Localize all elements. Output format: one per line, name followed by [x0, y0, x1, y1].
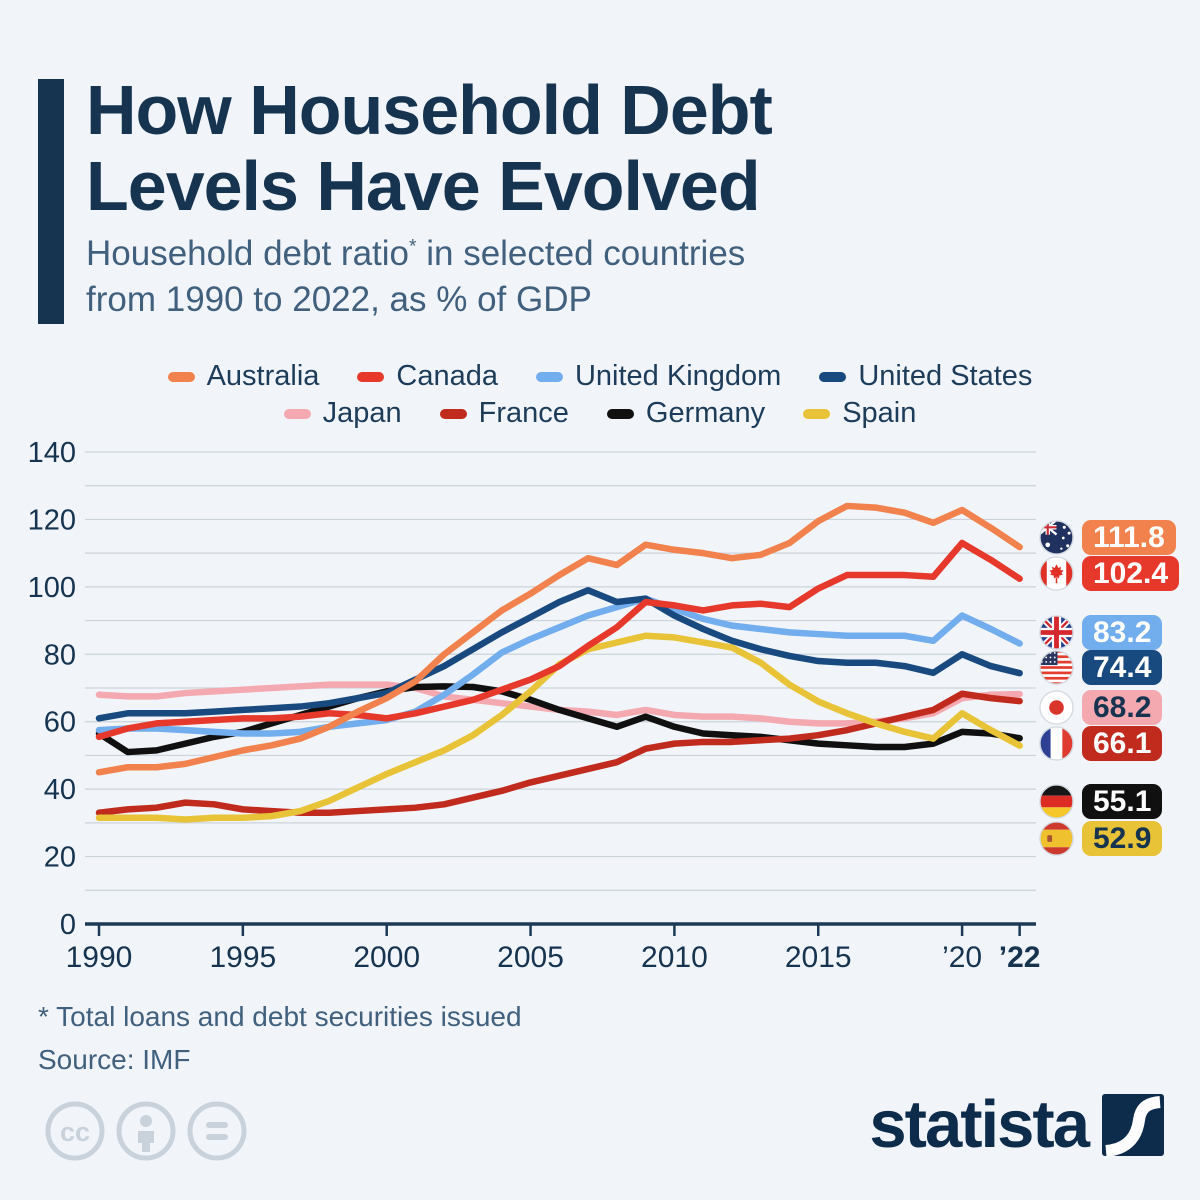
x-tick-label-2010: 2010 [641, 941, 708, 974]
end-label-france: 66.1 [1039, 725, 1163, 761]
spain-flag-icon [1039, 820, 1074, 856]
page-title: How Household Debt Levels Have Evolved [86, 71, 773, 226]
value-badge-germany: 55.1 [1082, 783, 1163, 819]
license-icons: cc [42, 1098, 282, 1169]
subtitle-line-2: from 1990 to 2022, as % of GDP [86, 280, 592, 320]
end-label-canada: 102.4 [1039, 555, 1180, 591]
end-label-uk: 83.2 [1039, 614, 1163, 650]
x-tick-label-2015: 2015 [785, 941, 852, 974]
legend-row-1: Australia Canada United Kingdom United Stat… [0, 358, 1200, 395]
line-france [95, 690, 1023, 816]
france-flag-icon [1039, 725, 1074, 761]
end-label-germany: 55.1 [1039, 783, 1163, 819]
x-tick-label-2000: 2000 [353, 941, 420, 974]
germany-flag-icon [1039, 783, 1074, 819]
legend-swatch-us [819, 371, 847, 382]
legend-label-canada: Canada [396, 360, 498, 392]
legend-label-japan: Japan [322, 397, 402, 429]
canada-flag-icon [1039, 555, 1074, 591]
legend-label-france: France [478, 397, 569, 429]
legend-label-us: United States [858, 360, 1033, 392]
legend-swatch-germany [606, 408, 634, 419]
y-tick-label-80: 80 [44, 639, 76, 671]
y-tick-label-140: 140 [28, 437, 76, 469]
legend-item-spain: Spain [803, 397, 916, 430]
series-lines [95, 502, 1023, 823]
line-australia [95, 502, 1023, 776]
line-canada [95, 539, 1023, 741]
end-label-us: 74.4 [1039, 649, 1163, 685]
legend-label-spain: Spain [842, 397, 917, 429]
y-tick-label-100: 100 [28, 572, 76, 604]
footnote-asterisk: * [409, 236, 417, 258]
y-axis: 0 20 40 60 80 100 120 140 [28, 437, 76, 941]
y-tick-label-40: 40 [44, 774, 76, 806]
x-tick-label-1995: 1995 [209, 941, 276, 974]
statista-wordmark: statista [869, 1087, 1090, 1162]
x-tick-label-2022: ’22 [999, 941, 1041, 974]
legend-swatch-uk [535, 371, 563, 382]
x-tick-label-2005: 2005 [497, 941, 564, 974]
japan-flag-icon [1039, 689, 1074, 725]
statista-logo: statista [869, 1087, 1164, 1162]
legend-row-2: Japan France Germany Spain [0, 395, 1200, 432]
line-us [95, 586, 1023, 722]
attribution-icon [116, 1101, 176, 1161]
y-tick-label-60: 60 [44, 707, 76, 739]
value-badge-uk: 83.2 [1082, 614, 1163, 650]
legend-swatch-japan [283, 408, 311, 419]
legend-item-australia: Australia [167, 360, 320, 393]
value-badge-spain: 52.9 [1082, 820, 1163, 856]
title-line-1: How Household Debt [86, 71, 773, 149]
legend-swatch-australia [167, 371, 195, 382]
legend-label-australia: Australia [206, 360, 320, 392]
line-germany [95, 683, 1023, 756]
uk-flag-icon [1039, 614, 1074, 650]
legend-label-uk: United Kingdom [574, 360, 782, 392]
source-label: Source: IMF [38, 1044, 191, 1075]
legend-item-uk: United Kingdom [535, 360, 782, 393]
legend-swatch-canada [357, 371, 385, 382]
y-tick-label-120: 120 [28, 504, 76, 536]
creative-commons-icon: cc [45, 1101, 105, 1161]
x-tick-label-1990: 1990 [66, 941, 133, 974]
line-uk [95, 595, 1023, 737]
equal-icon [187, 1101, 247, 1161]
x-axis: 1990 1995 2000 2005 2010 2015 ’20 ’22 [66, 922, 1041, 974]
legend-swatch-france [439, 408, 467, 419]
legend-item-germany: Germany [606, 397, 766, 430]
legend-item-japan: Japan [283, 397, 402, 430]
australia-flag-icon [1039, 519, 1074, 555]
y-tick-label-0: 0 [60, 909, 76, 941]
legend-label-germany: Germany [645, 397, 766, 429]
title-accent-bar [38, 79, 64, 324]
svg-text:cc: cc [60, 1117, 90, 1147]
value-badge-france: 66.1 [1082, 725, 1163, 761]
end-label-australia: 111.8 [1039, 519, 1176, 555]
y-tick-label-20: 20 [44, 842, 76, 874]
chart-subtitle: Household debt ratio* in selected countr… [86, 231, 745, 323]
line-spain [95, 632, 1023, 823]
us-flag-icon [1039, 649, 1074, 685]
legend-item-france: France [439, 397, 569, 430]
value-badge-us: 74.4 [1082, 649, 1163, 685]
title-line-2: Levels Have Evolved [86, 147, 761, 226]
legend-item-canada: Canada [357, 360, 498, 393]
end-label-japan: 68.2 [1039, 689, 1163, 725]
subtitle-line-1: Household debt ratio* in selected countr… [86, 234, 746, 273]
legend-swatch-spain [803, 408, 831, 419]
legend: Australia Canada United Kingdom United Stat… [0, 358, 1200, 432]
footnote: * Total loans and debt securities issued [38, 1001, 522, 1032]
value-badge-australia: 111.8 [1082, 519, 1176, 555]
gridlines [85, 451, 1036, 891]
statista-logo-icon [1102, 1094, 1164, 1157]
value-badge-canada: 102.4 [1082, 555, 1180, 591]
x-tick-label-2020: ’20 [942, 941, 982, 974]
legend-item-us: United States [819, 360, 1032, 393]
end-label-spain: 52.9 [1039, 820, 1163, 856]
value-badge-japan: 68.2 [1082, 689, 1163, 725]
line-japan [95, 681, 1023, 727]
